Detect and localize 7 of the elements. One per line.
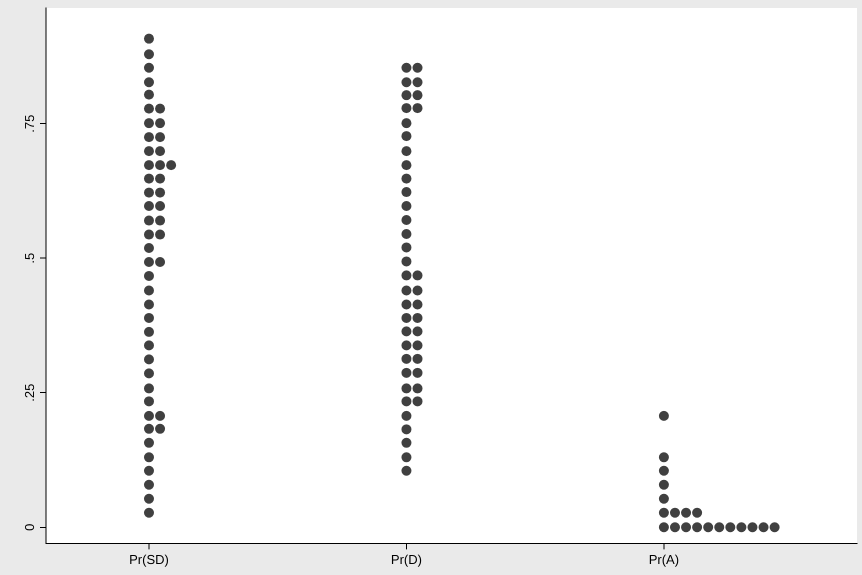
y-tick-label: 0 xyxy=(22,524,38,531)
y-tick-label: .25 xyxy=(22,384,38,402)
x-tick-label: Pr(D) xyxy=(390,552,422,567)
x-tick-label: Pr(SD) xyxy=(129,552,169,567)
y-tick-label: .75 xyxy=(22,114,38,133)
y-tick-label: .5 xyxy=(22,252,38,264)
x-tick-label: Pr(A) xyxy=(648,552,680,567)
